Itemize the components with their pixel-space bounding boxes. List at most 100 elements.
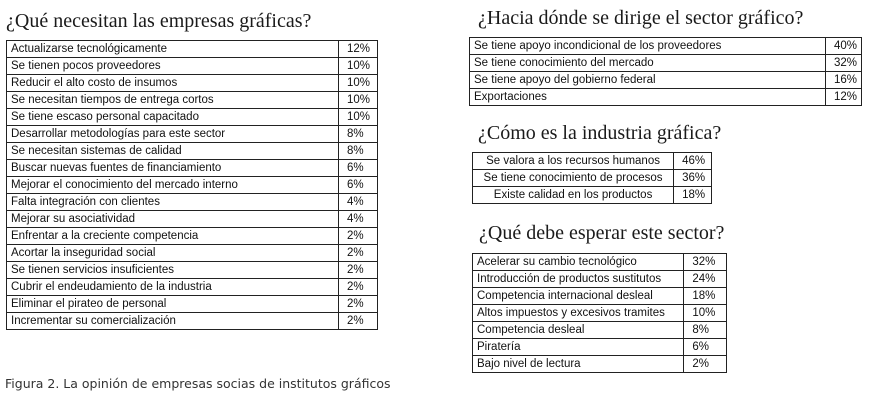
table-row: Acelerar su cambio tecnológico 32% [471, 253, 727, 271]
row-percentage: 2% [338, 278, 378, 296]
row-percentage: 6% [338, 159, 378, 177]
row-percentage: 2% [683, 355, 727, 373]
row-percentage: 10% [338, 108, 378, 126]
row-label: Bajo nivel de lectura [471, 355, 685, 373]
table-row: Se tiene escaso personal capacitado 10% [5, 108, 378, 126]
row-label: Se necesitan tiempos de entrega cortos [5, 91, 340, 109]
row-label: Introducción de productos sustitutos [471, 270, 685, 288]
table-row: Mejorar su asociatividad 4% [5, 210, 378, 228]
row-percentage: 2% [338, 227, 378, 245]
table-row: Bajo nivel de lectura 2% [471, 355, 727, 373]
row-percentage: 8% [338, 125, 378, 143]
row-label: Se valora a los recursos humanos [471, 152, 675, 170]
row-label: Reducir el alto costo de insumos [5, 74, 340, 92]
table-row: Se tienen pocos proveedores 10% [5, 57, 378, 75]
row-percentage: 36% [673, 169, 712, 187]
row-label: Mejorar su asociatividad [5, 210, 340, 228]
row-label: Buscar nuevas fuentes de financiamiento [5, 159, 340, 177]
table-row: Se valora a los recursos humanos 46% [471, 152, 712, 170]
table-row: Eliminar el pirateo de personal 2% [5, 295, 378, 313]
row-label: Se tienen pocos proveedores [5, 57, 340, 75]
row-label: Incrementar su comercialización [5, 312, 340, 330]
table-row: Existe calidad en los productos 18% [471, 186, 712, 204]
row-percentage: 4% [338, 210, 378, 228]
row-percentage: 32% [824, 54, 863, 72]
figure-caption: Figura 2. La opinión de empresas socias … [5, 376, 391, 391]
row-label: Exportaciones [469, 88, 826, 106]
table-row: Se tiene apoyo del gobierno federal 16% [469, 71, 863, 89]
table-row: Piratería 6% [471, 338, 727, 356]
table-row: Acortar la inseguridad social 2% [5, 244, 378, 262]
table-row: Falta integración con clientes 4% [5, 193, 378, 211]
section-title-industria: ¿Cómo es la industria gráfica? [478, 122, 722, 144]
row-label: Se necesitan sistemas de calidad [5, 142, 340, 160]
table-body: Actualizarse tecnológicamente 12% Se tiene… [5, 40, 378, 330]
table-body: Se tiene apoyo incondicional de los prov… [469, 37, 863, 106]
row-label: Se tiene conocimiento del mercado [469, 54, 826, 72]
table-row: Exportaciones 12% [469, 88, 863, 106]
table-row: Enfrentar a la creciente competencia 2% [5, 227, 378, 245]
row-percentage: 10% [338, 91, 378, 109]
row-label: Competencia desleal [471, 321, 685, 339]
row-percentage: 46% [673, 152, 712, 170]
table-row: Se tiene apoyo incondicional de los prov… [469, 37, 863, 55]
row-percentage: 24% [683, 270, 727, 288]
table-row: Altos impuestos y excesivos tramites 10% [471, 304, 727, 322]
table-body: Se valora a los recursos humanos 46% Se ti… [471, 152, 712, 204]
row-percentage: 18% [673, 186, 712, 204]
row-percentage: 2% [338, 295, 378, 313]
table-direccion: Se tiene apoyo incondicional de los prov… [469, 37, 863, 106]
row-label: Enfrentar a la creciente competencia [5, 227, 340, 245]
row-percentage: 10% [338, 74, 378, 92]
row-label: Se tiene apoyo incondicional de los prov… [469, 37, 826, 55]
row-percentage: 10% [338, 57, 378, 75]
row-label: Se tiene apoyo del gobierno federal [469, 71, 826, 89]
row-label: Se tiene conocimiento de procesos [471, 169, 675, 187]
row-percentage: 40% [824, 37, 863, 55]
row-label: Falta integración con clientes [5, 193, 340, 211]
row-label: Cubrir el endeudamiento de la industria [5, 278, 340, 296]
row-percentage: 4% [338, 193, 378, 211]
row-label: Existe calidad en los productos [471, 186, 675, 204]
row-percentage: 12% [338, 40, 378, 58]
row-label: Desarrollar metodologías para este secto… [5, 125, 340, 143]
row-percentage: 2% [338, 244, 378, 262]
row-percentage: 12% [824, 88, 863, 106]
row-percentage: 8% [683, 321, 727, 339]
row-percentage: 2% [338, 261, 378, 279]
table-row: Competencia desleal 8% [471, 321, 727, 339]
row-label: Se tienen servicios insuficientes [5, 261, 340, 279]
table-row: Buscar nuevas fuentes de financiamiento 6… [5, 159, 378, 177]
table-row: Se necesitan sistemas de calidad 8% [5, 142, 378, 160]
table-row: Se tiene conocimiento de procesos 36% [471, 169, 712, 187]
table-row: Cubrir el endeudamiento de la industria 2… [5, 278, 378, 296]
section-title-expectativas: ¿Qué debe esperar este sector? [479, 222, 725, 244]
table-row: Se necesitan tiempos de entrega cortos 10… [5, 91, 378, 109]
row-label: Competencia internacional desleal [471, 287, 685, 305]
row-label: Se tiene escaso personal capacitado [5, 108, 340, 126]
table-row: Se tienen servicios insuficientes 2% [5, 261, 378, 279]
row-percentage: 16% [824, 71, 863, 89]
table-necesidades: Actualizarse tecnológicamente 12% Se tiene… [5, 40, 378, 330]
table-row: Desarrollar metodologías para este secto… [5, 125, 378, 143]
row-label: Mejorar el conocimiento del mercado inte… [5, 176, 340, 194]
row-label: Altos impuestos y excesivos tramites [471, 304, 685, 322]
row-label: Piratería [471, 338, 685, 356]
section-title-necesidades: ¿Qué necesitan las empresas gráficas? [6, 10, 312, 32]
table-industria: Se valora a los recursos humanos 46% Se ti… [471, 152, 712, 204]
table-row: Se tiene conocimiento del mercado 32% [469, 54, 863, 72]
row-label: Acortar la inseguridad social [5, 244, 340, 262]
row-percentage: 6% [683, 338, 727, 356]
table-row: Actualizarse tecnológicamente 12% [5, 40, 378, 58]
table-body: Acelerar su cambio tecnológico 32% Introdu… [471, 253, 727, 373]
row-percentage: 8% [338, 142, 378, 160]
table-row: Incrementar su comercialización 2% [5, 312, 378, 330]
row-percentage: 10% [683, 304, 727, 322]
table-expectativas: Acelerar su cambio tecnológico 32% Introdu… [471, 253, 727, 373]
row-label: Actualizarse tecnológicamente [5, 40, 340, 58]
table-row: Competencia internacional desleal 18% [471, 287, 727, 305]
section-title-direccion: ¿Hacia dónde se dirige el sector gráfico… [478, 7, 804, 29]
table-row: Reducir el alto costo de insumos 10% [5, 74, 378, 92]
row-label: Eliminar el pirateo de personal [5, 295, 340, 313]
row-percentage: 18% [683, 287, 727, 305]
